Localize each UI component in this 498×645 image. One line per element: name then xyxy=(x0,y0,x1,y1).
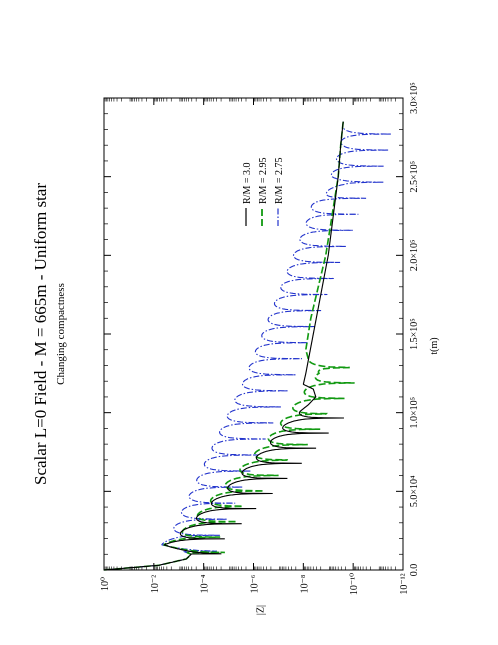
legend-label: R/M = 2.95 xyxy=(258,158,269,204)
y-tick-label: 10⁻¹² xyxy=(399,573,410,594)
x-axis-label: t(m) xyxy=(429,337,440,354)
y-tick-label: 10⁰ xyxy=(100,577,111,591)
y-tick-label: 10⁻⁴ xyxy=(200,574,211,593)
x-tick-label: 2.5×10⁵ xyxy=(409,161,420,193)
legend-label: R/M = 2.75 xyxy=(274,158,285,204)
plot-root: 0.0 5.0×10⁴ 1.0×10⁵ 1.5×10⁵ 2.0×10⁵ 2.5×10⁵ 3.… xyxy=(31,82,440,615)
x-tick-label: 3.0×10⁵ xyxy=(409,82,420,114)
chart-subtitle: Changing compactness xyxy=(55,283,67,385)
y-tick-label: 10⁻⁶ xyxy=(250,574,261,593)
series-line xyxy=(103,121,345,571)
plot-frame xyxy=(103,97,404,571)
x-tick-label: 2.0×10⁵ xyxy=(409,240,420,272)
x-tick-label: 0.0 xyxy=(409,564,420,577)
tick-labels: 0.0 5.0×10⁴ 1.0×10⁵ 1.5×10⁵ 2.0×10⁵ 2.5×10⁵ 3.… xyxy=(100,82,420,595)
series-line xyxy=(103,121,392,571)
y-tick-label: 10⁻¹⁰ xyxy=(349,573,360,595)
legend-label: R/M = 3.0 xyxy=(242,163,253,204)
series-1 xyxy=(103,121,345,571)
series-2 xyxy=(103,121,355,571)
series-layer xyxy=(103,121,392,571)
chart-title: Scalar L=0 Field - M = 665m - Uniform st… xyxy=(31,183,50,485)
series-3 xyxy=(103,121,392,571)
legend: R/M = 3.0 R/M = 2.95 R/M = 2.75 xyxy=(242,158,285,226)
x-tick-label: 1.0×10⁵ xyxy=(409,397,420,429)
y-tick-label: 10⁻² xyxy=(150,575,161,593)
series-line xyxy=(103,121,355,571)
ticks-layer xyxy=(103,97,404,571)
y-axis-label: |Z| xyxy=(256,605,267,615)
x-tick-label: 5.0×10⁴ xyxy=(409,475,420,507)
y-tick-label: 10⁻⁸ xyxy=(299,574,310,593)
x-tick-label: 1.5×10⁵ xyxy=(409,318,420,350)
